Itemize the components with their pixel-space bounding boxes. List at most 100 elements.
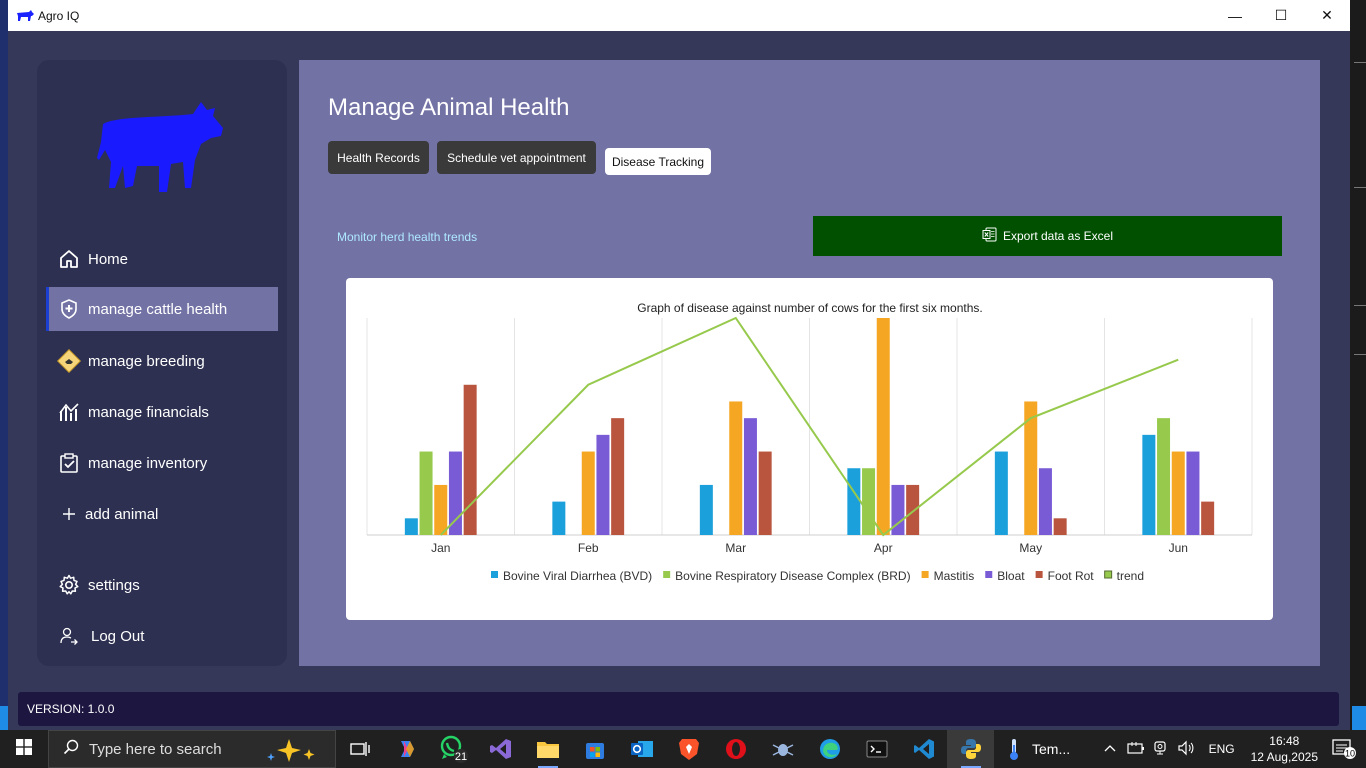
version-label: VERSION: 1.0.0	[27, 702, 115, 716]
home-icon	[57, 247, 81, 271]
cow-logo	[97, 102, 223, 192]
task-view-icon[interactable]	[336, 730, 383, 768]
legend-swatch	[491, 571, 498, 578]
x-tick-label: Jun	[1169, 541, 1188, 555]
export-label: Export data as Excel	[1002, 229, 1114, 243]
sidebar-item-settings[interactable]: settings	[46, 563, 278, 607]
chart-bar	[906, 484, 920, 535]
trend-line	[440, 316, 1179, 537]
copilot-icon[interactable]	[383, 730, 430, 768]
legend-swatch	[985, 571, 993, 578]
taskbar-search[interactable]: Type here to search	[48, 730, 336, 768]
minimize-button[interactable]: —	[1228, 7, 1242, 24]
sidebar-item-label: Home	[88, 250, 129, 268]
chart-bar	[699, 484, 713, 535]
temperature-app[interactable]: Tem...	[994, 730, 1084, 768]
sidebar-item-label: manage inventory	[88, 454, 208, 472]
edge-icon[interactable]	[806, 730, 853, 768]
brave-icon[interactable]	[665, 730, 712, 768]
sidebar-item-manage-financials[interactable]: manage financials	[46, 390, 278, 434]
chart-bar	[743, 418, 757, 535]
clipboard-check-icon	[57, 451, 81, 475]
whatsapp-badge: 21	[454, 751, 466, 763]
visual-studio-icon[interactable]	[477, 730, 524, 768]
legend-swatch	[663, 571, 671, 578]
x-tick-label: May	[1019, 541, 1042, 555]
python-app-icon[interactable]	[947, 730, 994, 768]
title-bar: Agro IQ — ☐ ✕	[8, 0, 1350, 31]
snipping-bug-icon[interactable]	[759, 730, 806, 768]
opera-icon[interactable]	[712, 730, 759, 768]
breeding-icon	[57, 349, 81, 373]
disease-chart-card: Graph of disease against number of cows …	[346, 278, 1273, 620]
chart-bar	[862, 468, 876, 535]
chart-bar	[434, 484, 448, 535]
system-tray: ENG 16:48 12 Aug,2025 10	[1097, 730, 1366, 768]
close-button[interactable]: ✕	[1321, 7, 1333, 23]
chart-bar	[404, 518, 418, 535]
file-explorer-icon[interactable]	[524, 730, 571, 768]
chart-bar	[1024, 401, 1038, 535]
volume-icon[interactable]	[1177, 740, 1195, 759]
start-button[interactable]	[0, 730, 48, 768]
vscode-icon[interactable]	[900, 730, 947, 768]
sidebar: Home manage cattle health manage breedin…	[37, 60, 287, 666]
plus-icon	[57, 502, 81, 526]
section-subtitle: Monitor herd health trends	[337, 230, 478, 244]
running-indicator	[538, 766, 558, 768]
chart-bar	[448, 451, 462, 535]
search-icon	[63, 739, 79, 759]
notification-icon[interactable]: 10	[1332, 737, 1356, 762]
sidebar-item-label: settings	[88, 576, 140, 594]
legend-label: trend	[1117, 569, 1144, 583]
microsoft-store-icon[interactable]	[571, 730, 618, 768]
language-indicator[interactable]: ENG	[1208, 742, 1235, 756]
disease-chart: Graph of disease against number of cows …	[366, 301, 1253, 583]
whatsapp-icon[interactable]: 21	[430, 730, 477, 768]
legend-label: Bovine Respiratory Disease Complex (BRD)	[675, 569, 910, 583]
main-panel: Manage Animal Health Health Records Sche…	[299, 60, 1320, 666]
sidebar-item-label: manage financials	[88, 403, 209, 421]
chart-bar	[1142, 434, 1156, 535]
sidebar-item-home[interactable]: Home	[46, 237, 278, 281]
battery-icon[interactable]	[1126, 741, 1145, 758]
sidebar-item-manage-inventory[interactable]: manage inventory	[46, 441, 278, 485]
legend-label: Mastitis	[934, 569, 975, 583]
x-tick-label: Jan	[431, 541, 450, 555]
chart-bar	[419, 451, 433, 535]
logout-user-icon	[57, 624, 81, 648]
x-tick-label: Apr	[874, 541, 893, 555]
legend-label: Bovine Viral Diarrhea (BVD)	[503, 569, 652, 583]
outlook-icon[interactable]	[618, 730, 665, 768]
chart-bar	[994, 451, 1008, 535]
shield-plus-icon	[57, 297, 81, 321]
tab-health-records[interactable]: Health Records	[328, 141, 429, 174]
legend-label: Foot Rot	[1048, 569, 1095, 583]
running-indicator	[961, 766, 981, 768]
chart-up-icon	[57, 400, 81, 424]
cow-app-icon	[16, 9, 34, 23]
desktop-accent	[0, 706, 8, 730]
tab-disease-tracking[interactable]: Disease Tracking	[605, 148, 711, 175]
sidebar-item-log-out[interactable]: Log Out	[46, 614, 278, 658]
chart-bar	[611, 418, 625, 535]
chart-bar	[758, 451, 772, 535]
clock-date: 12 Aug,2025	[1250, 750, 1318, 764]
clock[interactable]: 16:48 12 Aug,2025	[1251, 733, 1318, 765]
camera-mic-icon[interactable]	[1153, 740, 1169, 759]
sidebar-item-manage-breeding[interactable]: manage breeding	[46, 339, 278, 383]
legend-swatch	[1035, 571, 1043, 578]
terminal-icon[interactable]	[853, 730, 900, 768]
sidebar-item-label: manage breeding	[88, 352, 205, 370]
sidebar-item-manage-cattle-health[interactable]: manage cattle health	[46, 287, 278, 331]
windows-logo-icon	[16, 738, 32, 760]
gear-icon	[57, 573, 81, 597]
version-bar: VERSION: 1.0.0	[18, 692, 1339, 726]
chevron-up-icon[interactable]	[1103, 742, 1117, 756]
sidebar-item-add-animal[interactable]: add animal	[46, 492, 278, 536]
sidebar-item-label: manage cattle health	[88, 300, 228, 318]
chart-bar	[847, 468, 861, 535]
tab-schedule-vet-appointment[interactable]: Schedule vet appointment	[437, 141, 596, 174]
maximize-button[interactable]: ☐	[1274, 7, 1288, 23]
export-excel-button[interactable]: Export data as Excel	[813, 216, 1282, 256]
